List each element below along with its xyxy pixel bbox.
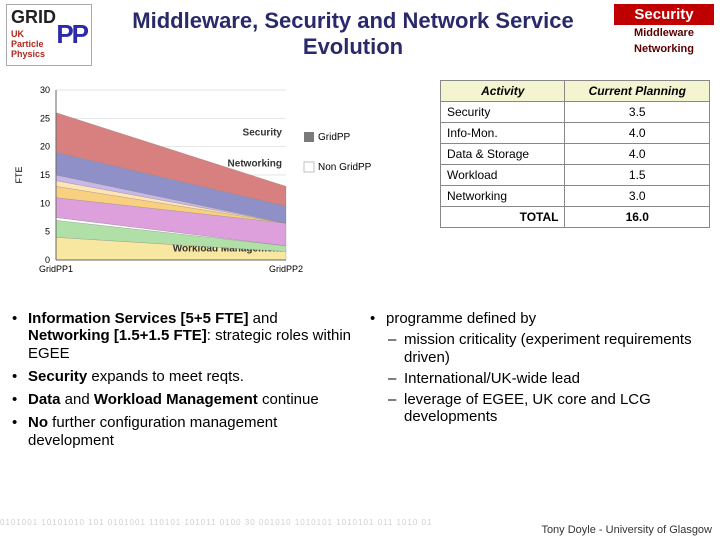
footer-credit: Tony Doyle - University of Glasgow [541, 524, 712, 536]
svg-text:Networking: Networking [228, 159, 282, 170]
svg-text:FTE: FTE [14, 167, 24, 184]
activity-cell: Data & Storage [441, 144, 565, 165]
nav-middleware[interactable]: Middleware [614, 25, 714, 41]
svg-text:30: 30 [40, 85, 50, 95]
nav-security[interactable]: Security [614, 4, 714, 25]
activity-cell: Networking [441, 186, 565, 207]
programme-lead: programme defined by [386, 310, 536, 327]
table-row: Networking3.0 [441, 186, 710, 207]
svg-text:Security: Security [243, 128, 283, 139]
logo-uk: UK [11, 29, 24, 39]
sub-bullet: mission criticality (experiment requirem… [386, 331, 710, 366]
activity-cell: Info-Mon. [441, 123, 565, 144]
planning-table: Activity Current Planning Security3.5Inf… [440, 80, 710, 228]
nav-networking[interactable]: Networking [614, 41, 714, 57]
svg-text:GridPP1: GridPP1 [39, 264, 73, 274]
col-activity: Activity [441, 81, 565, 102]
programme-bullet: programme defined by mission criticality… [368, 310, 710, 426]
svg-text:GridPP: GridPP [318, 132, 351, 143]
bullet-item: Information Services [5+5 FTE] and Netwo… [10, 310, 352, 362]
svg-text:GridPP2: GridPP2 [269, 264, 303, 274]
total-label: TOTAL [441, 207, 565, 228]
bullets-right: programme defined by mission criticality… [360, 310, 710, 455]
value-cell: 4.0 [565, 123, 710, 144]
svg-text:20: 20 [40, 142, 50, 152]
svg-text:Non GridPP: Non GridPP [318, 162, 372, 173]
logo-pp: PP [56, 19, 87, 50]
sub-bullet: leverage of EGEE, UK core and LCG develo… [386, 391, 710, 426]
table-row: Data & Storage4.0 [441, 144, 710, 165]
page-title: Middleware, Security and Network Service… [92, 4, 614, 60]
bullets-left: Information Services [5+5 FTE] and Netwo… [10, 310, 360, 455]
gridpp-logo: GRID UK Particle Physics PP [6, 4, 92, 66]
value-cell: 3.0 [565, 186, 710, 207]
logo-physics: Physics [11, 49, 45, 59]
col-planning: Current Planning [565, 81, 710, 102]
table-row: Security3.5 [441, 102, 710, 123]
logo-particle: Particle [11, 39, 44, 49]
svg-text:15: 15 [40, 170, 50, 180]
fte-chart: 051015202530Workload ManagementInformati… [8, 80, 418, 280]
value-cell: 4.0 [565, 144, 710, 165]
bullet-item: Data and Workload Management continue [10, 391, 352, 408]
value-cell: 3.5 [565, 102, 710, 123]
svg-text:5: 5 [45, 227, 50, 237]
sub-bullet: International/UK-wide lead [386, 370, 710, 387]
bullet-item: No further configuration management deve… [10, 414, 352, 449]
activity-cell: Workload [441, 165, 565, 186]
table-total-row: TOTAL16.0 [441, 207, 710, 228]
value-cell: 1.5 [565, 165, 710, 186]
bullet-item: Security expands to meet reqts. [10, 368, 352, 385]
activity-cell: Security [441, 102, 565, 123]
nav-box: SecurityMiddlewareNetworking [614, 4, 714, 57]
table-row: Info-Mon.4.0 [441, 123, 710, 144]
svg-text:25: 25 [40, 113, 50, 123]
table-row: Workload1.5 [441, 165, 710, 186]
total-value: 16.0 [565, 207, 710, 228]
logo-grid: GRID [11, 7, 56, 28]
svg-text:10: 10 [40, 198, 50, 208]
